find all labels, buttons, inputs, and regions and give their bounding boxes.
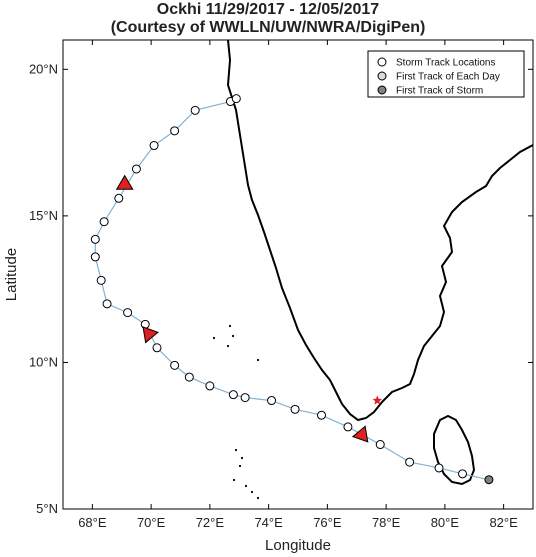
x-tick-label: 74°E [254,515,283,530]
track-location-marker [267,396,277,406]
track-location-marker [405,457,415,467]
track-location-marker [102,299,112,309]
chart-subtitle: (Courtesy of WWLLN/UW/NWRA/DigiPen) [110,19,426,36]
track-location-marker [205,381,215,391]
track-location-marker [184,372,194,382]
x-tick-label: 72°E [196,515,225,530]
island [256,496,260,500]
track-location-marker [90,234,100,244]
day-direction-marker [142,326,159,344]
legend-label: First Track of Storm [396,86,483,97]
island [226,344,230,348]
x-tick-label: 68°E [78,515,107,530]
track-location-marker [317,410,326,420]
track-location-marker [90,252,100,262]
track-location-marker [131,164,141,174]
y-tick-label: 20°N [29,61,58,76]
track-location-marker [170,360,180,370]
y-tick-label: 15°N [29,208,58,223]
day-direction-marker [115,174,134,190]
track-location-marker [343,422,353,432]
star-marker [372,395,383,405]
track-layer [90,94,494,485]
track-location-marker [458,469,467,479]
island [244,484,248,488]
x-tick-label: 76°E [313,515,342,530]
track-location-marker [434,463,444,473]
island [256,358,260,362]
india-coastline [226,39,534,422]
track-location-marker [99,217,109,227]
sri-lanka-coastline [433,414,476,486]
island [238,464,242,468]
legend-label: First Track of Each Day [396,72,500,83]
track-location-marker [152,343,162,353]
coastlines [212,39,534,500]
island [212,336,216,340]
track-location-marker [231,94,241,104]
legend-marker [377,71,387,81]
island [231,334,235,338]
x-tick-label: 82°E [489,515,518,530]
track-location-marker [240,393,250,403]
legend: Storm Track Locations First Track of Each… [367,50,525,98]
x-axis-label: Longitude [265,537,331,554]
chart-title: Ockhi 11/29/2017 - 12/05/2017 [156,1,380,18]
x-tick-label: 80°E [431,515,460,530]
island [232,478,236,482]
track-location-marker [149,141,159,151]
y-tick-label: 10°N [29,354,58,369]
legend-box [367,50,525,98]
y-tick-label: 5°N [36,501,58,516]
island [250,490,254,494]
legend-label: Storm Track Locations [396,58,495,69]
first-track-of-storm-marker [484,475,494,485]
track-location-marker [114,193,124,203]
track-location-marker [123,308,133,318]
track-location-marker [170,126,180,136]
island [228,324,232,328]
y-axis-label: Latitude [3,248,20,301]
track-location-marker [96,275,106,285]
storm-track-line [94,98,490,481]
x-tick-label: 70°E [137,515,166,530]
island [240,456,244,460]
legend-marker [377,57,387,67]
track-location-marker [375,440,385,450]
track-location-marker [228,390,238,400]
plot-frame [62,39,534,510]
island [234,448,238,452]
x-tick-label: 78°E [372,515,401,530]
axis-ticks: 68°E 70°E 72°E 74°E 76°E 78°E 80°E 82°E 5°N 10°N 1… [29,40,533,530]
track-location-marker [140,319,150,329]
legend-marker [377,85,387,95]
track-location-marker [290,404,300,414]
day-direction-marker [351,425,369,443]
track-location-marker [190,105,200,115]
